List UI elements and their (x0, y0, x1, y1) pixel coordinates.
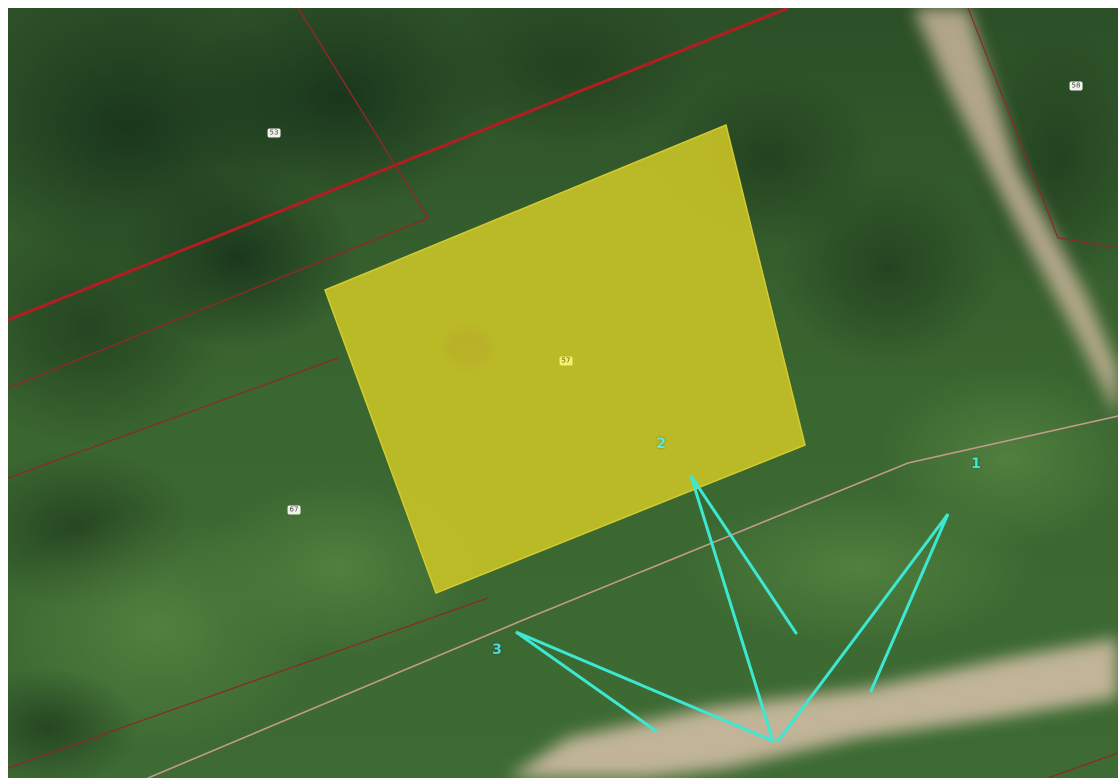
forest-texture (8, 8, 1118, 778)
parcel-label-58[interactable]: 58 (1069, 81, 1083, 91)
survey-point-label-1: 1 (971, 456, 981, 472)
survey-point-label-3: 3 (492, 642, 502, 658)
survey-point-label-2: 2 (656, 436, 666, 452)
parcel-label-53[interactable]: 53 (267, 128, 281, 138)
parcel-label-67[interactable]: 67 (287, 505, 301, 515)
satellite-map (8, 8, 1118, 778)
map-view[interactable]: 53 58 67 57 1 2 3 (8, 8, 1118, 778)
dirt-paths (508, 8, 1118, 778)
survey-lines (515, 475, 950, 743)
parcel-boundaries (8, 8, 1118, 778)
parcel-shading (443, 328, 493, 368)
parcel-label-57[interactable]: 57 (559, 356, 573, 366)
